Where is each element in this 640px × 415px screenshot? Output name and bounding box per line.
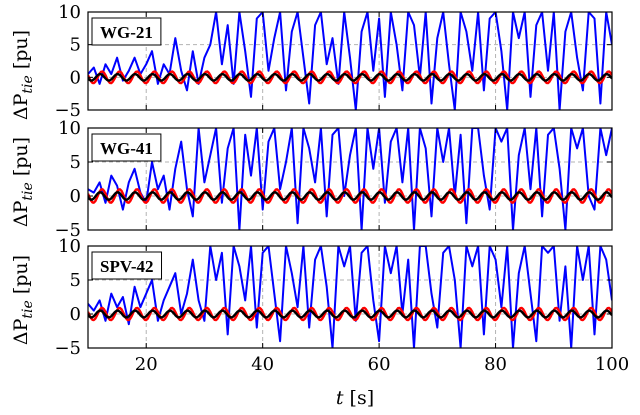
x-tick-label: 40 bbox=[251, 354, 274, 375]
x-tick-label: 100 bbox=[595, 354, 629, 375]
series-blue-line bbox=[88, 12, 612, 110]
panel-label-box bbox=[91, 17, 162, 46]
panel-3: −5 0 5 10 20 40 60 80 100 SPV-42 bbox=[54, 236, 629, 375]
y-tick-label: 5 bbox=[70, 35, 81, 56]
series-black-line bbox=[88, 309, 612, 319]
y-tick-label: 5 bbox=[70, 270, 81, 291]
svg-text:ΔPtie [pu]: ΔPtie [pu] bbox=[10, 30, 36, 120]
axes-frame bbox=[87, 11, 613, 111]
y-tick-label: 10 bbox=[58, 118, 81, 139]
series-red-line bbox=[88, 70, 612, 85]
y-tick-label: 0 bbox=[70, 186, 81, 207]
series-blue-line bbox=[88, 246, 612, 348]
panel-2: −5 0 5 10 WG-41 bbox=[54, 118, 613, 241]
axes-frame bbox=[87, 245, 613, 349]
y-tick-label: 10 bbox=[58, 2, 81, 23]
panel-label-box bbox=[91, 133, 162, 162]
axes-frame bbox=[87, 127, 613, 231]
series-blue-line bbox=[88, 128, 612, 230]
series-black-line bbox=[88, 191, 612, 201]
x-axis-label: t [s] bbox=[336, 387, 374, 409]
y-tick-label: −5 bbox=[54, 338, 81, 359]
y-tick-label: −5 bbox=[54, 100, 81, 121]
panel-label: SPV-42 bbox=[100, 257, 154, 276]
y-tick-label: 10 bbox=[58, 236, 81, 257]
y-tick-label: 5 bbox=[70, 152, 81, 173]
series-red-line bbox=[88, 188, 612, 204]
svg-text:ΔPtie [pu]: ΔPtie [pu] bbox=[10, 137, 36, 227]
y-tick-label: 0 bbox=[70, 67, 81, 88]
y-axis-label-3: ΔPtie [pu] bbox=[10, 255, 36, 345]
series-red-line bbox=[88, 306, 612, 322]
x-tick-label: 60 bbox=[368, 354, 391, 375]
panel-label-box bbox=[91, 251, 163, 280]
y-axis-label-2: ΔPtie [pu] bbox=[10, 137, 36, 227]
y-tick-label: −5 bbox=[54, 220, 81, 241]
series-black-line bbox=[88, 72, 612, 82]
panel-label: WG-41 bbox=[100, 139, 153, 158]
x-tick-label: 80 bbox=[484, 354, 507, 375]
panel-1: −5 0 5 10 WG-21 bbox=[54, 2, 613, 121]
y-axis-label-1: ΔPtie [pu] bbox=[10, 30, 36, 120]
svg-text:ΔPtie [pu]: ΔPtie [pu] bbox=[10, 255, 36, 345]
panel-label: WG-21 bbox=[100, 23, 153, 42]
x-tick-label: 20 bbox=[135, 354, 158, 375]
panels-group: −5 0 5 10 WG-21 −5 0 5 10 WG-41 −5 0 5 10 20 40 60 80 100 S… bbox=[54, 2, 629, 375]
y-tick-label: 0 bbox=[70, 304, 81, 325]
